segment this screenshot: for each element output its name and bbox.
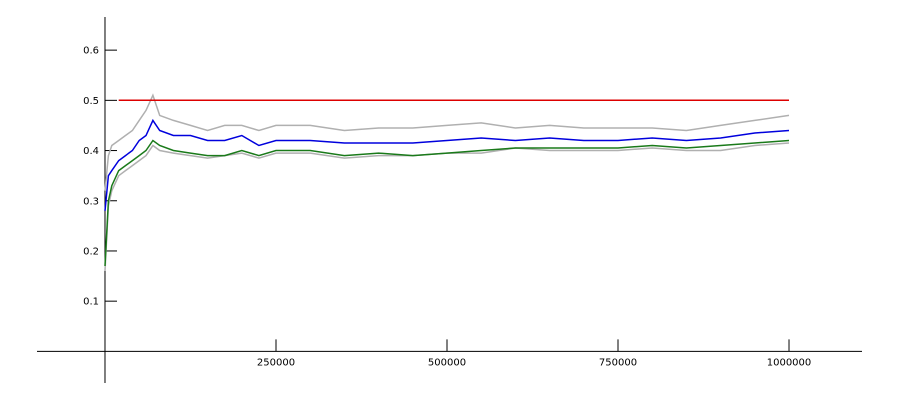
series-line: [104, 93, 790, 191]
y-tick-label: 0.5: [83, 96, 99, 107]
series-line: [104, 142, 790, 272]
y-tick-label: 0.3: [83, 196, 99, 207]
y-tick-label: 0.1: [83, 297, 99, 308]
y-tick-label: 0.6: [83, 46, 99, 57]
x-tick-label: 500000: [428, 357, 466, 368]
x-tick-label: 1000000: [767, 357, 812, 368]
x-tick-label: 250000: [257, 357, 295, 368]
series-line: [104, 118, 790, 211]
series-line: [104, 139, 790, 267]
x-tick-label: 750000: [599, 357, 637, 368]
y-tick-label: 0.4: [83, 146, 99, 157]
y-tick-label: 0.2: [83, 246, 99, 257]
